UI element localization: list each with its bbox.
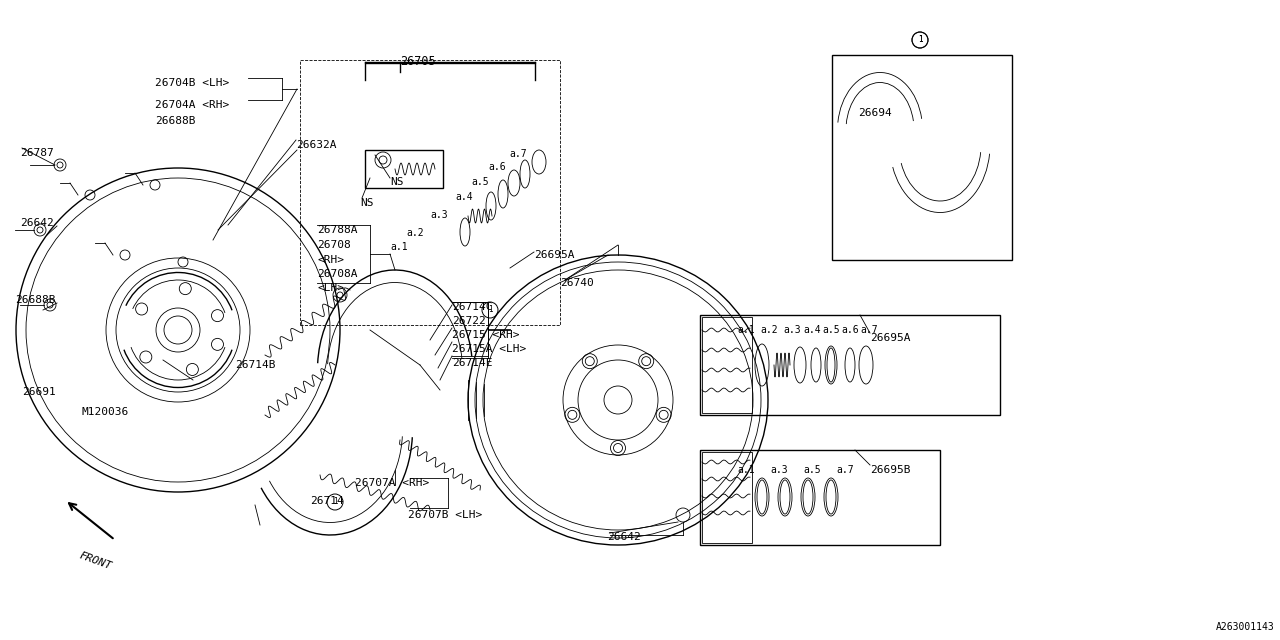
- Text: 26708: 26708: [317, 240, 351, 250]
- Text: 26688B: 26688B: [155, 116, 196, 126]
- Text: A263001143: A263001143: [1216, 622, 1275, 632]
- Text: a.4: a.4: [454, 192, 472, 202]
- Text: a.5: a.5: [803, 465, 820, 475]
- Text: 26707B <LH>: 26707B <LH>: [408, 510, 483, 520]
- Text: a.6: a.6: [841, 325, 859, 335]
- Text: 1: 1: [918, 35, 923, 45]
- Text: M120036: M120036: [82, 407, 129, 417]
- Text: FRONT: FRONT: [77, 550, 113, 571]
- Text: <LH>: <LH>: [317, 283, 344, 293]
- Text: 26708A: 26708A: [317, 269, 357, 279]
- Bar: [365, 150, 443, 188]
- Text: 26714E: 26714E: [452, 358, 493, 368]
- Text: 26704A <RH>: 26704A <RH>: [155, 100, 229, 110]
- Text: 26722: 26722: [452, 316, 485, 326]
- Text: 1: 1: [918, 35, 923, 45]
- Text: a.5: a.5: [822, 325, 840, 335]
- Bar: [300, 60, 561, 325]
- Text: 26740: 26740: [561, 278, 594, 288]
- Text: <RH>: <RH>: [317, 255, 344, 265]
- Text: a.3: a.3: [430, 210, 448, 220]
- Text: NS: NS: [360, 198, 374, 208]
- Bar: [832, 55, 1012, 260]
- Text: 26705: 26705: [399, 55, 435, 68]
- Text: 26695A: 26695A: [534, 250, 575, 260]
- Text: 26788A: 26788A: [317, 225, 357, 235]
- Text: a.3: a.3: [771, 465, 787, 475]
- Text: a.3: a.3: [783, 325, 800, 335]
- Text: a.6: a.6: [488, 162, 506, 172]
- Text: a.1: a.1: [390, 242, 407, 252]
- Text: 26714B: 26714B: [236, 360, 275, 370]
- Text: 1: 1: [488, 305, 493, 314]
- Text: a.7: a.7: [836, 465, 854, 475]
- Bar: [365, 62, 535, 63]
- Text: 26688B: 26688B: [15, 295, 55, 305]
- Text: a.1: a.1: [737, 465, 755, 475]
- Bar: [701, 317, 753, 413]
- Text: NS: NS: [390, 177, 403, 187]
- Text: 26632A: 26632A: [296, 140, 337, 150]
- Text: 26715 <RH>: 26715 <RH>: [452, 330, 520, 340]
- Text: 26642: 26642: [20, 218, 54, 228]
- Text: a.7: a.7: [509, 149, 526, 159]
- Text: a.7: a.7: [860, 325, 878, 335]
- Text: a.2: a.2: [760, 325, 778, 335]
- Bar: [701, 452, 753, 543]
- Text: a.5: a.5: [471, 177, 489, 187]
- Bar: [700, 450, 940, 545]
- Text: 26691: 26691: [22, 387, 56, 397]
- Text: 26695A: 26695A: [870, 333, 910, 343]
- Text: a.1: a.1: [737, 325, 755, 335]
- Text: 26694: 26694: [858, 108, 892, 118]
- Bar: [700, 315, 1000, 415]
- Text: a.2: a.2: [406, 228, 424, 238]
- Text: 26787: 26787: [20, 148, 54, 158]
- Text: 26715A <LH>: 26715A <LH>: [452, 344, 526, 354]
- Text: 1: 1: [333, 497, 338, 506]
- Text: 26695B: 26695B: [870, 465, 910, 475]
- Text: 26714: 26714: [310, 496, 344, 506]
- Text: 26642: 26642: [607, 532, 641, 542]
- Text: 26714C: 26714C: [452, 302, 493, 312]
- Text: a.4: a.4: [803, 325, 820, 335]
- Text: 26704B <LH>: 26704B <LH>: [155, 78, 229, 88]
- Text: 26707A <RH>: 26707A <RH>: [355, 478, 429, 488]
